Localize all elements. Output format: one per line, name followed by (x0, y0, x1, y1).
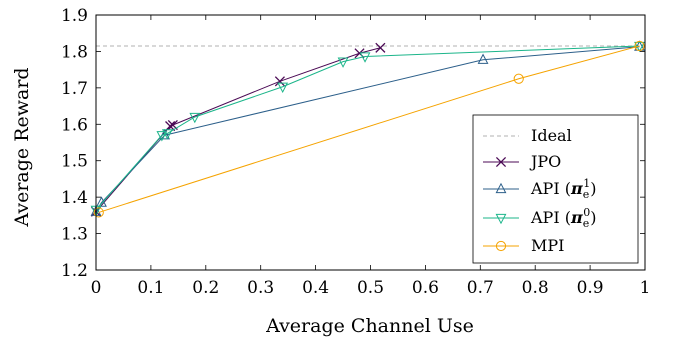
x-tick-label: 0.7 (467, 278, 494, 298)
y-tick-label: 1.2 (61, 261, 88, 281)
y-tick-label: 1.6 (61, 115, 88, 135)
legend-label: Ideal (531, 126, 572, 145)
series-4 (93, 40, 645, 218)
series-line (95, 45, 640, 211)
series-line (95, 47, 381, 213)
legend-entry: API (πe1) (483, 177, 596, 201)
x-axis-label: Average Channel Use (265, 315, 474, 337)
y-tick-label: 1.9 (61, 6, 88, 26)
legend: Ideal JPO API (πe1) API (πe0) MPI (472, 114, 639, 264)
x-tick-label: 0.3 (247, 278, 274, 298)
data-point (156, 131, 168, 142)
data-point (375, 42, 386, 53)
y-axis-label: Average Reward (11, 67, 33, 227)
x-tick-label: 0.5 (357, 278, 384, 298)
legend-marker (495, 240, 507, 252)
data-point (477, 53, 489, 64)
legend-entry: Ideal (483, 126, 572, 145)
x-tick-label: 0.1 (137, 278, 164, 298)
x-tick-label: 0.8 (522, 278, 549, 298)
data-point (634, 40, 645, 52)
data-point (513, 73, 524, 84)
legend-entry: API (πe0) (483, 206, 596, 230)
legend-marker (495, 156, 507, 168)
x-tick-label: 1 (640, 278, 651, 298)
y-tick-label: 1.5 (61, 152, 88, 172)
legend-label: API (πe1) (530, 177, 596, 201)
legend-entry: JPO (483, 152, 561, 171)
data-point (165, 121, 176, 132)
x-tick-label: 0.9 (577, 278, 604, 298)
data-point (359, 52, 371, 63)
y-tick-label: 1.3 (61, 225, 88, 245)
series-line (98, 45, 640, 213)
series-1 (90, 42, 386, 217)
legend-marker (495, 182, 507, 194)
data-point (337, 57, 349, 68)
legend-label: MPI (531, 236, 564, 255)
x-tick-label: 0.4 (302, 278, 329, 298)
data-point (189, 112, 201, 124)
x-tick-label: 0.2 (192, 278, 219, 298)
y-tick-label: 1.8 (61, 42, 88, 62)
plot-area (90, 40, 645, 218)
x-tick-label: 0 (91, 278, 102, 298)
y-tick-label: 1.4 (61, 188, 88, 208)
x-tick-label: 0.6 (412, 278, 439, 298)
legend-entry: MPI (483, 236, 564, 255)
data-point (274, 76, 285, 87)
data-point (161, 129, 173, 140)
y-tick-label: 1.7 (61, 79, 88, 99)
data-point (277, 82, 289, 94)
legend-marker (495, 213, 507, 225)
legend-label: JPO (529, 152, 561, 171)
axes: 0 0.1 0.2 0.3 0.4 0.5 0.6 0.7 0.8 0.9 1 1.2 1.3 1.4 1.… (61, 6, 650, 298)
data-point (93, 207, 104, 218)
data-point (159, 128, 171, 140)
legend-label: API (πe0) (530, 206, 596, 230)
